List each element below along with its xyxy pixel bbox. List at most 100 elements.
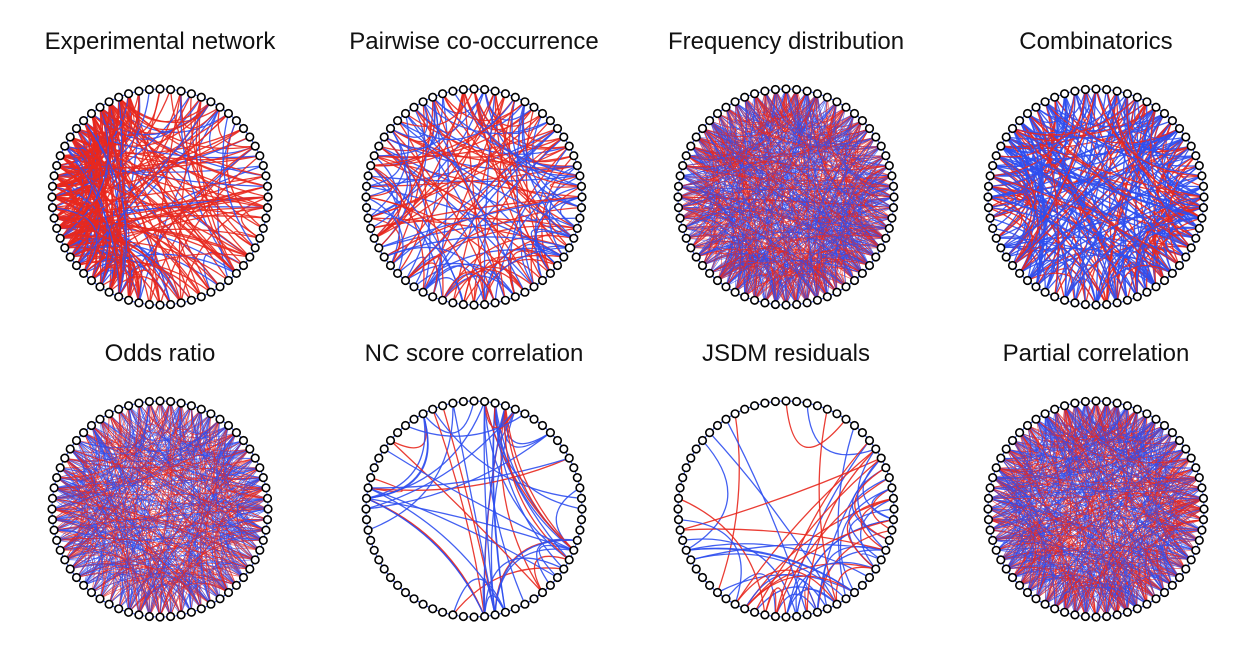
network-node xyxy=(864,260,875,271)
network-node xyxy=(881,463,891,473)
network-edge xyxy=(69,248,102,281)
network-node xyxy=(490,86,500,96)
network-node xyxy=(1091,612,1101,622)
network-edge xyxy=(1145,227,1200,293)
network-edge xyxy=(1095,265,1173,306)
network-node xyxy=(888,181,899,191)
network-edge xyxy=(1012,561,1044,593)
network-edge xyxy=(227,498,268,541)
network-node xyxy=(572,472,582,483)
network-node xyxy=(369,545,379,555)
network-edge xyxy=(1000,432,1038,468)
network-edge xyxy=(680,528,886,551)
network-edge xyxy=(549,175,582,188)
network-edge xyxy=(504,405,570,561)
network-node xyxy=(721,594,731,604)
network-edge xyxy=(996,548,1180,578)
network-node xyxy=(697,572,708,583)
network-edge xyxy=(75,113,101,266)
network-node xyxy=(176,86,186,96)
network-edge xyxy=(397,256,426,288)
network-edge xyxy=(682,165,894,187)
network-edge xyxy=(1000,112,1165,150)
network-edge xyxy=(678,207,797,305)
network-node xyxy=(730,97,740,107)
network-node xyxy=(1091,300,1101,310)
network-node xyxy=(144,611,154,622)
network-edge xyxy=(390,101,428,138)
network-node xyxy=(86,587,97,598)
network-node xyxy=(469,612,479,622)
network-edge xyxy=(690,553,847,600)
network-edge xyxy=(1005,448,1138,609)
network-node xyxy=(1031,102,1041,112)
network-node xyxy=(1151,594,1161,604)
network-edge xyxy=(857,448,887,551)
network-edge xyxy=(76,567,202,610)
network-edge xyxy=(1005,120,1043,258)
network-edge xyxy=(494,91,565,258)
network-edge xyxy=(538,544,574,578)
network-node xyxy=(196,404,206,414)
network-edge xyxy=(83,120,128,297)
network-node xyxy=(812,89,822,99)
nodes xyxy=(673,84,899,310)
network-edge xyxy=(1114,278,1129,303)
network-node xyxy=(166,299,176,310)
network-edge xyxy=(1011,88,1097,266)
network-node xyxy=(262,493,273,503)
network-node xyxy=(428,292,438,302)
network-node xyxy=(770,299,780,310)
network-edge xyxy=(677,196,699,219)
network-node xyxy=(871,564,881,574)
circular-network-graph xyxy=(983,84,1209,310)
network-edge xyxy=(817,93,882,249)
network-node xyxy=(86,420,97,431)
network-node xyxy=(134,610,144,620)
network-edge xyxy=(989,432,1173,531)
network-edge xyxy=(64,551,140,615)
network-edge xyxy=(1019,120,1203,219)
network-node xyxy=(888,493,899,503)
network-edge xyxy=(1012,128,1165,281)
network-edge xyxy=(685,440,729,551)
network-edge xyxy=(996,467,1200,484)
network-edge xyxy=(473,256,543,306)
network-edge xyxy=(816,93,890,167)
circular-network-graph xyxy=(673,84,899,310)
network-node xyxy=(832,97,842,107)
network-edge xyxy=(989,487,1020,570)
network-edge xyxy=(1140,419,1165,449)
network-node xyxy=(569,545,579,555)
network-edge xyxy=(365,175,393,198)
network-edge xyxy=(52,101,112,188)
network-node xyxy=(86,108,97,119)
network-node xyxy=(437,89,448,99)
network-edge xyxy=(1000,413,1049,462)
network-edge xyxy=(60,235,182,304)
network-node xyxy=(123,295,134,305)
network-edge xyxy=(1027,425,1107,617)
network-edge xyxy=(709,261,808,304)
network-node xyxy=(802,86,812,96)
network-edge xyxy=(682,225,838,293)
network-node xyxy=(832,599,842,609)
network-edge xyxy=(702,252,776,305)
network-edge xyxy=(837,425,856,599)
network-node xyxy=(71,572,82,583)
network-node xyxy=(537,420,548,431)
network-node xyxy=(1007,123,1018,134)
network-node xyxy=(1194,160,1204,171)
network-edge xyxy=(83,418,221,458)
network-edge xyxy=(1150,107,1192,249)
network-node xyxy=(206,409,216,419)
network-edge xyxy=(852,155,895,198)
network-node xyxy=(361,493,372,503)
network-edge xyxy=(70,425,229,462)
panel-title: JSDM residuals xyxy=(701,340,871,367)
network-edge xyxy=(128,401,171,437)
network-edge xyxy=(530,185,582,287)
network-edge xyxy=(367,487,506,613)
network-node xyxy=(730,287,740,297)
edges xyxy=(51,88,269,306)
